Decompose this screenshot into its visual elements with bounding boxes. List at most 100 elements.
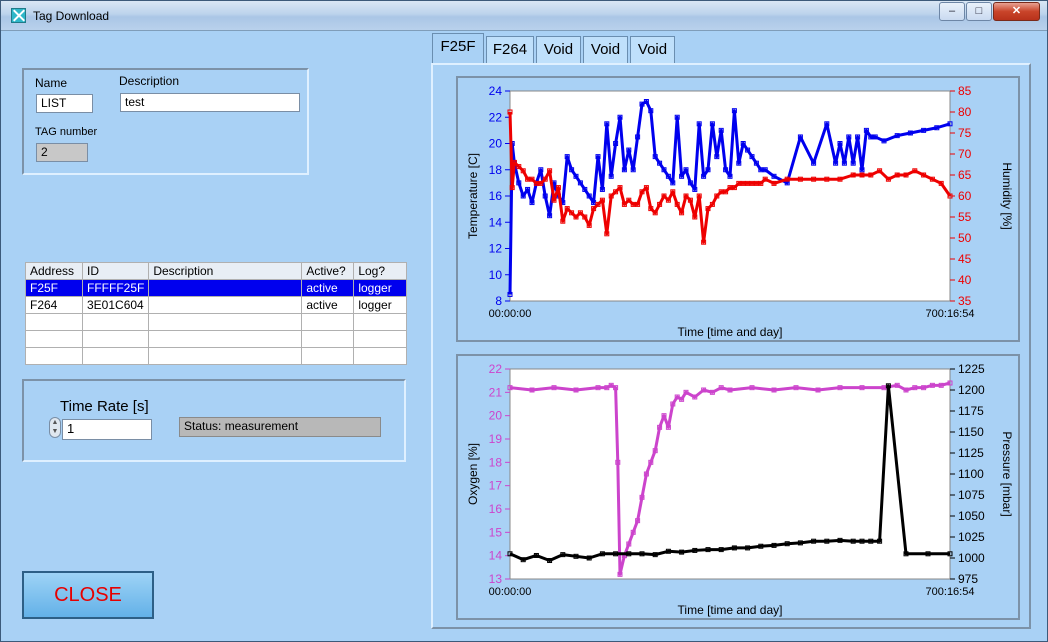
data-point: [912, 168, 918, 174]
close-window-button[interactable]: ✕: [993, 2, 1040, 21]
left-tick-label: 16: [489, 502, 503, 516]
left-tick-label: 22: [489, 110, 503, 124]
data-point: [657, 201, 663, 207]
right-tick-label: 1175: [958, 404, 984, 418]
data-point: [714, 193, 720, 199]
cell-address: [25, 330, 83, 348]
table-row[interactable]: F25F FFFFF25F active logger: [25, 279, 408, 297]
close-button[interactable]: CLOSE: [22, 571, 154, 619]
title-bar[interactable]: Tag Download – □ ✕: [1, 1, 1047, 31]
data-point: [665, 424, 671, 430]
data-point: [762, 176, 768, 182]
data-point: [815, 387, 821, 393]
data-point: [771, 173, 777, 179]
data-point: [841, 160, 847, 166]
column-header-log[interactable]: Log?: [353, 262, 408, 280]
left-tick-label: 21: [489, 385, 503, 399]
data-point: [639, 494, 645, 500]
data-point: [731, 108, 737, 114]
tab-void-3[interactable]: Void: [630, 36, 675, 63]
cell-description: [148, 296, 303, 314]
tab-void-2[interactable]: Void: [583, 36, 628, 63]
tab-void-1[interactable]: Void: [536, 36, 581, 63]
table-row[interactable]: [25, 330, 408, 348]
data-point: [824, 538, 830, 544]
data-point: [551, 385, 557, 391]
data-point: [771, 542, 777, 548]
data-point: [731, 185, 737, 191]
tab-f264[interactable]: F264: [486, 36, 534, 63]
left-tick-label: 18: [489, 163, 503, 177]
data-point: [837, 141, 843, 146]
data-point: [599, 186, 605, 192]
table-row[interactable]: [25, 313, 408, 331]
column-header-active[interactable]: Active?: [301, 262, 355, 280]
data-point: [674, 114, 680, 120]
minimize-button[interactable]: –: [939, 2, 965, 21]
x-tick-start: 00:00:00: [489, 308, 532, 320]
data-point: [947, 193, 953, 199]
data-point: [621, 167, 627, 173]
left-tick-label: 14: [489, 549, 503, 563]
cell-active: [301, 347, 355, 365]
x-tick-end: 700:16:54: [926, 308, 975, 320]
data-point: [639, 551, 645, 557]
data-point: [850, 172, 856, 178]
left-tick-label: 14: [489, 215, 503, 229]
data-point: [903, 172, 909, 178]
data-point: [696, 121, 702, 127]
column-header-description[interactable]: Description: [148, 262, 303, 280]
maximize-button[interactable]: □: [966, 2, 992, 21]
right-tick-label: 1100: [958, 467, 984, 481]
data-point: [538, 180, 544, 186]
data-point: [727, 173, 733, 179]
name-label: Name: [35, 76, 68, 90]
tag-number-label: TAG number: [35, 126, 98, 138]
data-point: [837, 176, 843, 182]
cell-log: [353, 330, 408, 348]
data-point: [727, 387, 733, 393]
data-point: [643, 471, 649, 477]
data-point: [718, 385, 724, 391]
cell-description: [148, 313, 303, 331]
data-point: [683, 193, 689, 199]
description-field[interactable]: test: [120, 93, 300, 112]
data-point: [938, 382, 944, 388]
cell-address: F25F: [25, 279, 83, 297]
cell-description: [148, 330, 303, 348]
data-point: [608, 193, 614, 199]
time-rate-field[interactable]: 1: [62, 419, 152, 440]
data-point: [615, 459, 621, 465]
data-point: [921, 385, 927, 391]
column-header-id[interactable]: ID: [81, 262, 150, 280]
time-rate-spinner[interactable]: ▲ ▼: [49, 417, 61, 438]
data-point: [573, 173, 579, 179]
data-point: [793, 385, 799, 391]
left-tick-label: 8: [495, 294, 502, 308]
data-point: [665, 548, 671, 554]
data-point: [582, 186, 588, 192]
plot-area: [509, 90, 951, 302]
column-header-address[interactable]: Address: [25, 262, 83, 280]
tab-content-f25f: 8 10 12 14 16 18 20 22 24 35 40 45 50 55 60 65 70 75 80 85 0…: [431, 63, 1031, 629]
left-tick-label: 20: [489, 409, 503, 423]
data-point: [907, 130, 913, 136]
name-field[interactable]: LIST: [36, 94, 93, 113]
table-row[interactable]: [25, 347, 408, 365]
data-point: [670, 401, 676, 407]
data-point: [542, 193, 548, 199]
cell-log: [353, 313, 408, 331]
data-point: [885, 383, 891, 389]
data-point: [648, 206, 654, 212]
data-point: [683, 167, 689, 173]
data-point: [947, 380, 953, 386]
data-point: [745, 545, 751, 551]
cell-address: F264: [25, 296, 83, 314]
data-point: [692, 186, 698, 192]
tab-f25f[interactable]: F25F: [432, 33, 484, 64]
table-row[interactable]: F264 3E01C604 active logger: [25, 296, 408, 314]
data-point: [586, 555, 592, 561]
data-point: [547, 213, 553, 219]
data-point: [661, 167, 667, 173]
data-point: [771, 387, 777, 393]
